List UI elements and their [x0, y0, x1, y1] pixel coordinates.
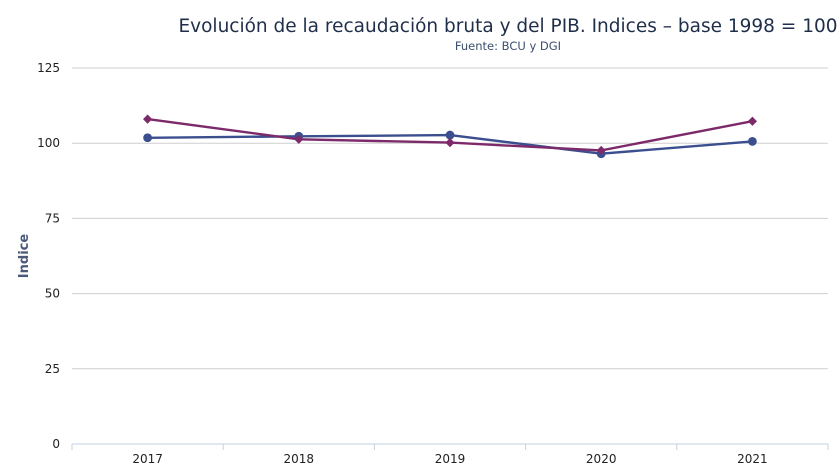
x-tick-label: 2019: [435, 452, 466, 466]
y-tick-label: 50: [45, 287, 60, 301]
x-tick-label: 2018: [284, 452, 315, 466]
y-tick-label: 0: [52, 437, 60, 451]
data-point[interactable]: [143, 114, 153, 124]
y-axis-title: Indice: [17, 234, 32, 279]
chart-subtitle: Fuente: BCU y DGI: [455, 39, 561, 53]
series-2: [143, 114, 757, 156]
chart-title: Evolución de la recaudación bruta y del …: [178, 16, 837, 37]
x-tick-label: 2021: [737, 452, 768, 466]
x-tick-labels: 2017 2018 2019 2020 2021: [132, 452, 767, 466]
data-point[interactable]: [143, 133, 153, 143]
y-tick-label: 25: [45, 362, 60, 376]
y-tick-label: 125: [37, 61, 60, 75]
data-point[interactable]: [445, 137, 455, 148]
x-tick-label: 2020: [586, 452, 617, 466]
y-tick-label: 75: [45, 211, 60, 225]
y-tick-label: 100: [37, 136, 60, 150]
y-tick-labels: 0 25 50 75 100 125: [37, 61, 60, 451]
series-layer: [143, 114, 757, 159]
data-point[interactable]: [596, 145, 606, 156]
data-point[interactable]: [294, 134, 304, 144]
data-point[interactable]: [748, 136, 757, 146]
x-tick-label: 2017: [132, 452, 163, 466]
data-point[interactable]: [747, 116, 757, 126]
data-point[interactable]: [445, 130, 455, 140]
